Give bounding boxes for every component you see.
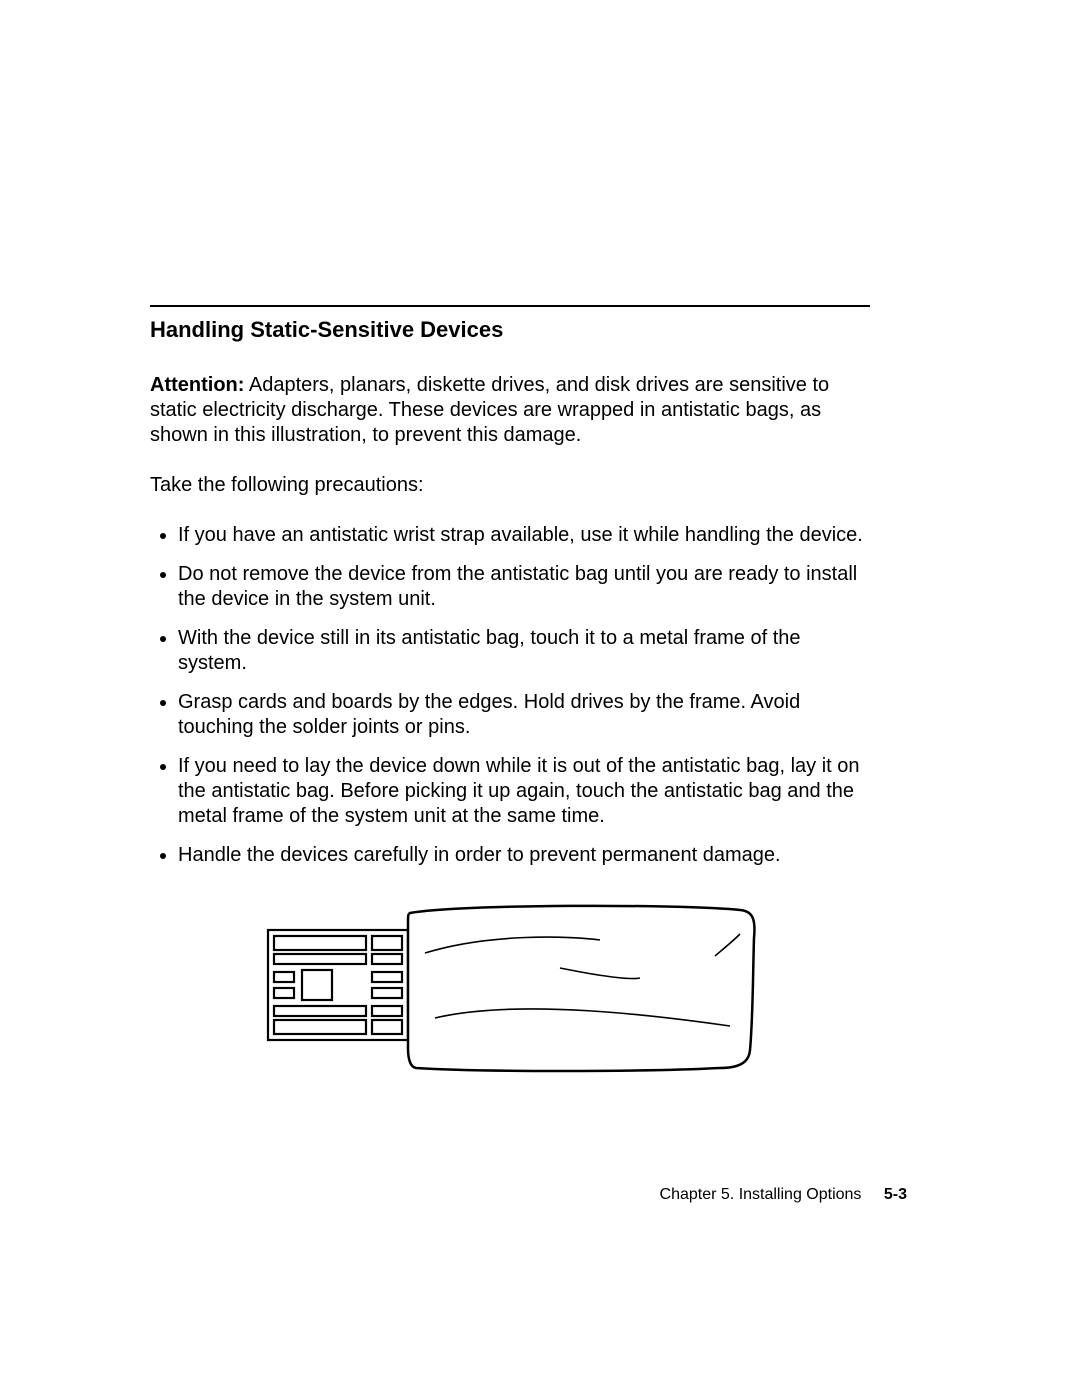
document-page: Handling Static-Sensitive Devices Attent… [0, 0, 1080, 1397]
footer-page-number: 5-3 [884, 1186, 907, 1203]
list-item: If you have an antistatic wrist strap av… [178, 523, 870, 548]
attention-paragraph: Attention: Adapters, planars, diskette d… [150, 373, 870, 448]
list-item: If you need to lay the device down while… [178, 754, 870, 829]
precautions-list: If you have an antistatic wrist strap av… [178, 523, 870, 868]
illustration-container [150, 898, 870, 1083]
list-item: Grasp cards and boards by the edges. Hol… [178, 690, 870, 740]
attention-label: Attention: [150, 374, 244, 396]
list-item: Handle the devices carefully in order to… [178, 843, 870, 868]
list-item: Do not remove the device from the antist… [178, 562, 870, 612]
list-item: With the device still in its antistatic … [178, 626, 870, 676]
lead-in-text: Take the following precautions: [150, 473, 870, 498]
main-content: Handling Static-Sensitive Devices Attent… [150, 305, 870, 1083]
section-rule [150, 305, 870, 307]
footer-chapter-label: Chapter 5. Installing Options [660, 1186, 862, 1203]
page-footer: Chapter 5. Installing Options 5-3 [660, 1186, 907, 1204]
section-title: Handling Static-Sensitive Devices [150, 317, 870, 343]
antistatic-bag-illustration-icon [260, 898, 760, 1078]
attention-text: Adapters, planars, diskette drives, and … [150, 374, 829, 446]
